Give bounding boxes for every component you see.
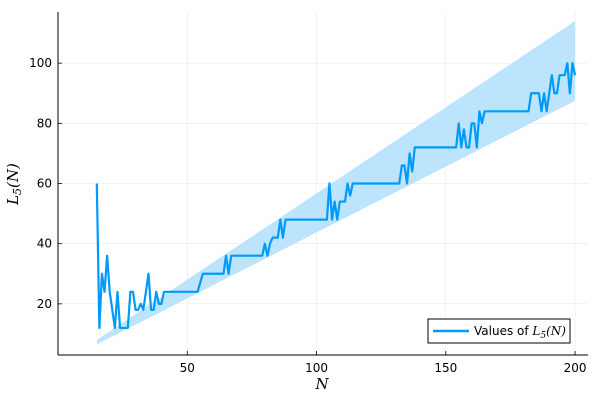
legend-label-symbol: L <box>531 324 540 338</box>
y-tick-label: 60 <box>37 177 52 191</box>
y-tick-label: 100 <box>29 56 52 70</box>
series-layer <box>95 62 577 330</box>
legend-label-suffix: (N) <box>546 324 566 338</box>
y-tick-label: 20 <box>37 297 52 311</box>
series-line <box>95 62 577 330</box>
confidence-band <box>96 21 576 345</box>
legend: Values of L5(N) <box>427 318 571 344</box>
band-area <box>96 21 576 345</box>
x-tick-label: 100 <box>305 361 328 375</box>
tick-labels: 50 100 150 200 20 40 60 80 100 <box>29 56 586 375</box>
x-tick-label: 150 <box>434 361 457 375</box>
grid <box>58 12 588 355</box>
y-axis-label: L5(N) <box>4 163 24 206</box>
axes <box>57 12 588 356</box>
x-tick-label: 50 <box>180 361 195 375</box>
x-tick-label: 200 <box>564 361 587 375</box>
legend-label: Values of L5(N) <box>474 324 566 341</box>
y-axis-label-symbol: L <box>4 195 22 206</box>
y-axis-label-sub: 5 <box>11 188 24 195</box>
x-axis-label: N <box>314 375 329 393</box>
y-tick-label: 40 <box>37 237 52 251</box>
y-axis-label-arg: (N) <box>4 163 22 188</box>
y-tick-label: 80 <box>37 116 52 130</box>
legend-label-sub: 5 <box>540 331 546 341</box>
legend-label-prefix: Values of <box>474 324 532 338</box>
